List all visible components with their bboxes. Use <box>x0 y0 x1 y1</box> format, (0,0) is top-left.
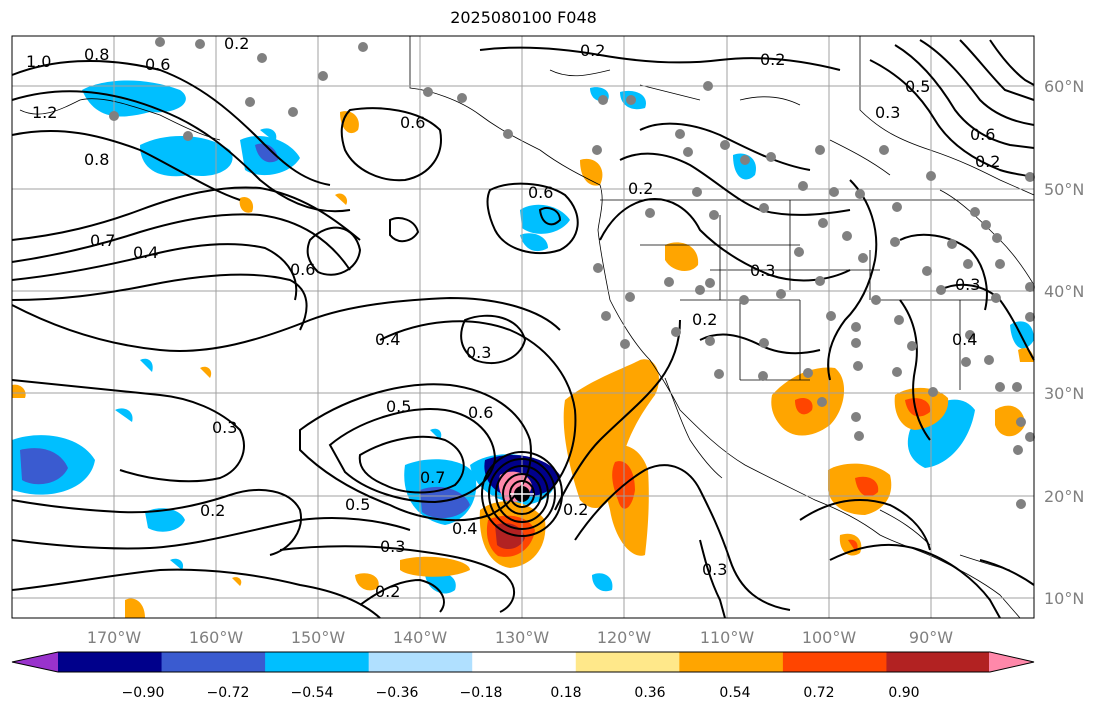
lon-label: 120°W <box>597 628 652 647</box>
contour-label: 0.2 <box>580 41 605 60</box>
contour-label: 0.3 <box>212 418 237 437</box>
colorbar-tick-label: 0.72 <box>803 685 834 701</box>
colorbar <box>11 651 1035 673</box>
contour-label: 0.2 <box>975 152 1000 171</box>
colorbar-extend-low <box>12 652 59 672</box>
colorbar-labels: −0.90 −0.72 −0.54 −0.36 −0.18 0.18 0.36 … <box>122 685 920 701</box>
contour-label: 0.2 <box>375 582 400 601</box>
contour-label: 0.5 <box>905 77 930 96</box>
colorbar-segment <box>679 652 784 672</box>
colorbar-segment <box>161 652 266 672</box>
contour-label: 1.0 <box>26 52 51 71</box>
lon-label: 170°W <box>87 628 142 647</box>
contour-label: 0.8 <box>84 150 109 169</box>
lon-label: 110°W <box>700 628 755 647</box>
cyclone-center-icon <box>510 482 534 506</box>
contour-label: 0.3 <box>466 343 491 362</box>
latitude-labels: 60°N 50°N 40°N 30°N 20°N 10°N <box>1044 77 1084 608</box>
colorbar-segment <box>58 652 163 672</box>
colorbar-tick-label: −0.90 <box>122 685 165 701</box>
contour-label: 0.3 <box>875 103 900 122</box>
colorbar-tick-label: −0.54 <box>291 685 334 701</box>
contour-label: 0.2 <box>760 50 785 69</box>
contour-label: 0.4 <box>952 330 977 349</box>
contour-label: 0.4 <box>133 243 158 262</box>
contour-label: 0.6 <box>145 55 170 74</box>
shading-layer <box>12 80 1034 618</box>
contour-label: 1.2 <box>32 103 57 122</box>
colorbar-segment <box>368 652 473 672</box>
lon-label: 140°W <box>393 628 448 647</box>
contour-label: 0.2 <box>692 310 717 329</box>
lat-label: 60°N <box>1044 77 1084 96</box>
station-markers <box>109 37 1035 509</box>
colorbar-tick-label: 0.90 <box>888 685 919 701</box>
lon-label: 150°W <box>291 628 346 647</box>
colorbar-segment <box>782 652 888 672</box>
contour-label: 0.6 <box>400 113 425 132</box>
lat-label: 20°N <box>1044 487 1084 506</box>
colorbar-tick-label: 0.18 <box>550 685 581 701</box>
colorbar-segment <box>575 652 680 672</box>
contour-label: 0.7 <box>420 468 445 487</box>
map-title: 2025080100 F048 <box>450 8 597 27</box>
contour-label: 0.3 <box>702 560 727 579</box>
contour-label: 0.3 <box>955 275 980 294</box>
longitude-labels: 170°W 160°W 150°W 140°W 130°W 120°W 110°… <box>87 628 953 647</box>
lat-label: 50°N <box>1044 180 1084 199</box>
colorbar-segment <box>472 652 577 672</box>
lat-label: 30°N <box>1044 384 1084 403</box>
contour-layer <box>11 39 1035 619</box>
colorbar-segment <box>265 652 370 672</box>
colorbar-tick-label: −0.36 <box>376 685 419 701</box>
contour-label: 0.2 <box>628 179 653 198</box>
contour-labels: 1.0 0.8 0.6 0.2 1.2 0.8 0.6 0.7 0.4 0.6 … <box>26 34 1000 601</box>
contour-label: 0.4 <box>375 330 400 349</box>
contour-label: 0.2 <box>563 500 588 519</box>
contour-label: 0.6 <box>290 260 315 279</box>
colorbar-outline <box>11 651 1035 673</box>
colorbar-tick-label: 0.36 <box>634 685 665 701</box>
contour-label: 0.3 <box>380 537 405 556</box>
contour-label: 0.5 <box>345 495 370 514</box>
map-frame <box>11 35 1035 619</box>
contour-label: 0.7 <box>90 231 115 250</box>
lat-label: 40°N <box>1044 282 1084 301</box>
lon-label: 90°W <box>909 628 953 647</box>
lat-label: 10°N <box>1044 589 1084 608</box>
contour-label: 0.3 <box>750 261 775 280</box>
contour-label: 0.8 <box>84 45 109 64</box>
contour-label: 0.2 <box>224 34 249 53</box>
contour-label: 0.2 <box>200 501 225 520</box>
colorbar-segment <box>886 652 991 672</box>
colorbar-extend-high <box>989 652 1034 672</box>
contour-label: 0.4 <box>452 519 477 538</box>
contour-label: 0.6 <box>970 125 995 144</box>
lon-label: 100°W <box>802 628 857 647</box>
lon-label: 160°W <box>189 628 244 647</box>
lon-label: 130°W <box>495 628 550 647</box>
contour-label: 0.5 <box>386 397 411 416</box>
colorbar-tick-label: −0.18 <box>460 685 503 701</box>
colorbar-tick-label: −0.72 <box>207 685 250 701</box>
colorbar-tick-label: 0.54 <box>719 685 750 701</box>
contour-label: 0.6 <box>468 403 493 422</box>
contour-label: 0.6 <box>528 183 553 202</box>
